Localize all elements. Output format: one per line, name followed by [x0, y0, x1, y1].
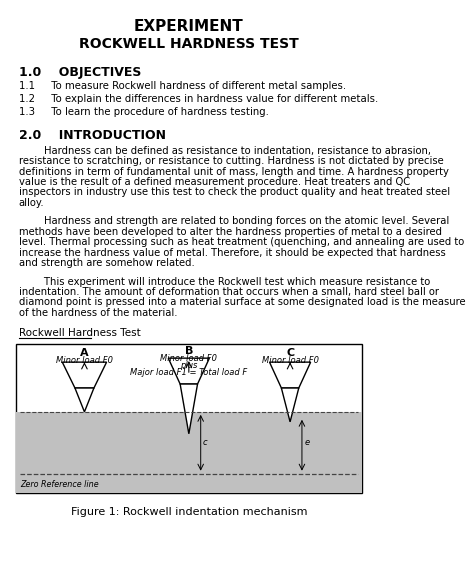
Text: diamond point is pressed into a material surface at some designated load is the : diamond point is pressed into a material…: [19, 297, 465, 308]
Text: Rockwell Hardness Test: Rockwell Hardness Test: [19, 328, 140, 338]
Text: Minor load F0: Minor load F0: [56, 356, 113, 365]
Polygon shape: [168, 358, 210, 384]
Text: EXPERIMENT: EXPERIMENT: [134, 20, 244, 34]
Text: e: e: [304, 438, 310, 447]
Text: definitions in term of fundamental unit of mass, length and time. A hardness pro: definitions in term of fundamental unit …: [19, 166, 449, 177]
Text: increase the hardness value of metal. Therefore, it should be expected that hard: increase the hardness value of metal. Th…: [19, 248, 446, 258]
Text: level. Thermal processing such as heat treatment (quenching, and annealing are u: level. Thermal processing such as heat t…: [19, 237, 464, 247]
Text: 2.0    INTRODUCTION: 2.0 INTRODUCTION: [19, 129, 166, 142]
Polygon shape: [62, 362, 107, 388]
Text: Hardness and strength are related to bonding forces on the atomic level. Several: Hardness and strength are related to bon…: [19, 216, 449, 226]
Text: and strength are somehow related.: and strength are somehow related.: [19, 258, 194, 268]
Text: 1.2     To explain the differences in hardness value for different metals.: 1.2 To explain the differences in hardne…: [19, 94, 378, 104]
Text: Hardness can be defined as resistance to indentation, resistance to abrasion,: Hardness can be defined as resistance to…: [19, 146, 431, 156]
Text: A: A: [80, 348, 89, 358]
Text: 1.1     To measure Rockwell hardness of different metal samples.: 1.1 To measure Rockwell hardness of diff…: [19, 81, 346, 91]
Text: Minor load F0: Minor load F0: [262, 356, 319, 365]
Text: value is the result of a defined measurement procedure. Heat treaters and QC: value is the result of a defined measure…: [19, 177, 410, 187]
Text: 1.3     To learn the procedure of hardness testing.: 1.3 To learn the procedure of hardness t…: [19, 107, 269, 117]
Bar: [16, 344, 362, 494]
Text: ROCKWELL HARDNESS TEST: ROCKWELL HARDNESS TEST: [79, 37, 299, 51]
Text: resistance to scratching, or resistance to cutting. Hardness is not dictated by : resistance to scratching, or resistance …: [19, 156, 444, 166]
Text: inspectors in industry use this test to check the product quality and heat treat: inspectors in industry use this test to …: [19, 188, 450, 197]
Text: of the hardness of the material.: of the hardness of the material.: [19, 308, 177, 318]
Polygon shape: [75, 388, 94, 412]
Text: plus: plus: [180, 361, 198, 370]
Polygon shape: [270, 362, 310, 388]
Text: Minor load F0: Minor load F0: [160, 354, 218, 363]
Text: Zero Reference line: Zero Reference line: [20, 479, 99, 488]
Text: B: B: [185, 346, 193, 356]
Polygon shape: [180, 384, 198, 434]
Text: C: C: [286, 348, 294, 358]
Text: Figure 1: Rockwell indentation mechanism: Figure 1: Rockwell indentation mechanism: [71, 507, 307, 517]
Text: c: c: [203, 438, 208, 447]
Text: alloy.: alloy.: [19, 198, 45, 208]
Text: This experiment will introduce the Rockwell test which measure resistance to: This experiment will introduce the Rockw…: [19, 277, 430, 286]
Text: indentation. The amount of deformation that occurs when a small, hard steel ball: indentation. The amount of deformation t…: [19, 287, 439, 297]
Polygon shape: [282, 388, 299, 422]
Text: methods have been developed to alter the hardness properties of metal to a desir: methods have been developed to alter the…: [19, 227, 442, 237]
Bar: [16, 412, 362, 494]
Text: 1.0    OBJECTIVES: 1.0 OBJECTIVES: [19, 66, 141, 79]
Text: Major load F1 = Total load F: Major load F1 = Total load F: [130, 368, 247, 377]
